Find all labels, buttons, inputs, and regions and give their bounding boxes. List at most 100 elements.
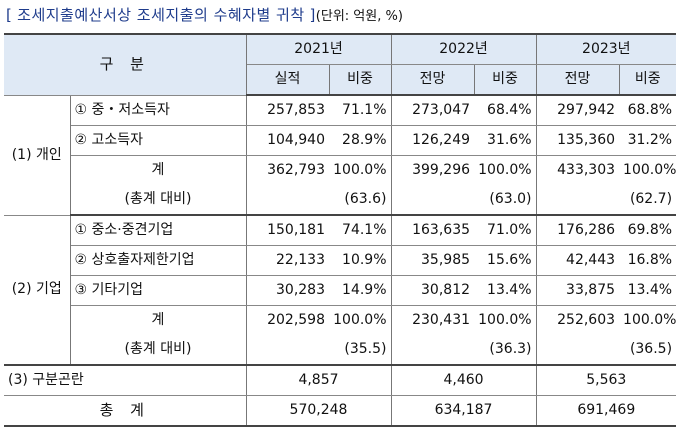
subtotal-label: 계 xyxy=(70,305,247,335)
row-marker: ① xyxy=(74,101,88,118)
header-row-years: 구 분 2021년 2022년 2023년 xyxy=(4,33,677,96)
table-cell: 68.4% xyxy=(474,95,537,126)
table-cell: 68.8% xyxy=(619,95,677,126)
ratio-label: (총계 대비) xyxy=(70,335,247,366)
subtotal-label: 계 xyxy=(70,155,247,185)
subtotal-row: 계 202,598 100.0% 230,431 100.0% 252,603 … xyxy=(4,305,677,335)
table-cell: 163,635 xyxy=(391,215,475,246)
table-cell: 42,443 xyxy=(536,245,620,276)
ratio-cell: (63.0) xyxy=(474,185,537,216)
title-open-bracket: [ xyxy=(6,6,13,24)
table-row: ② 고소득자 104,940 28.9% 126,249 31.6% 135,3… xyxy=(4,125,677,156)
table-cell: 13.4% xyxy=(474,275,537,306)
table-row: ② 상호출자제한기업 22,133 10.9% 35,985 15.6% 42,… xyxy=(4,245,677,276)
header-sub-share: 비중 xyxy=(474,64,537,96)
table-cell: 691,469 xyxy=(536,395,677,427)
subtotal-row: 계 362,793 100.0% 399,296 100.0% 433,303 … xyxy=(4,155,677,185)
table-cell: 74.1% xyxy=(329,215,392,246)
header-year-2022: 2022년 xyxy=(391,33,537,65)
table-cell: 150,181 xyxy=(246,215,329,246)
table-cell: 15.6% xyxy=(474,245,537,276)
ratio-row: (총계 대비) (35.5) (36.3) (36.5) xyxy=(4,335,677,366)
row-label: ② 상호출자제한기업 xyxy=(70,245,247,276)
ratio-cell: (36.3) xyxy=(474,335,537,366)
table-cell: 31.6% xyxy=(474,125,537,156)
section-label-business: (2) 기업 xyxy=(4,215,71,366)
table-cell: 257,853 xyxy=(246,95,329,126)
table-cell: 100.0% xyxy=(623,162,677,178)
row-marker: ② xyxy=(74,252,88,268)
header-year-2021: 2021년 xyxy=(246,33,392,65)
row-label-text: 중소·중견기업 xyxy=(91,222,174,238)
table-cell: 126,249 xyxy=(391,125,475,156)
table-cell: 4,460 xyxy=(391,365,537,396)
table-cell: 33,875 xyxy=(536,275,620,306)
row-marker: ③ xyxy=(74,282,88,298)
table-cell: 14.9% xyxy=(329,275,392,306)
row-label-text: 기타기업 xyxy=(91,282,144,298)
table-cell: 71.1% xyxy=(329,95,392,126)
row-label: ② 고소득자 xyxy=(70,125,247,156)
table-cell: 10.9% xyxy=(329,245,392,276)
row-label-text: 상호출자제한기업 xyxy=(91,252,195,268)
header-sub-actual: 실적 xyxy=(246,64,330,96)
unclassified-row: (3) 구분곤란 4,857 4,460 5,563 xyxy=(4,365,677,396)
table-cell: 5,563 xyxy=(536,365,677,396)
table-cell: 634,187 xyxy=(391,395,537,427)
table-title: [ 조세지출예산서상 조세지출의 수혜자별 귀착 ](단위: 억원, %) xyxy=(6,4,403,25)
header-sub-share: 비중 xyxy=(619,64,677,96)
table-row: (1) 개인 ① 중・저소득자 257,853 71.1% 273,047 68… xyxy=(4,95,677,216)
table-cell: 433,303 xyxy=(557,162,616,178)
table-cell: 100.0% xyxy=(329,305,392,335)
unclassified-label: (3) 구분곤란 xyxy=(4,365,247,396)
row-marker: ② xyxy=(74,132,88,148)
table-cell: 399,296 xyxy=(412,162,471,178)
table-cell: 362,793 xyxy=(267,162,325,178)
table-cell: 4,857 xyxy=(246,365,392,396)
unit-note: (단위: 억원, %) xyxy=(315,9,403,24)
table-cell: 252,603 xyxy=(557,312,616,328)
row-label-text: 고소득자 xyxy=(91,132,144,148)
row-label-text: 중・저소득자 xyxy=(91,101,170,118)
ratio-row: (총계 대비) (63.6) (63.0) (62.7) xyxy=(4,185,677,216)
table-cell: 30,812 xyxy=(391,275,475,306)
title-text: 조세지출예산서상 조세지출의 수혜자별 귀착 xyxy=(17,6,305,24)
section-label-individual: (1) 개인 xyxy=(4,95,71,216)
header-sub-forecast: 전망 xyxy=(536,64,620,96)
total-label: 총 계 xyxy=(4,395,247,427)
table-cell: 31.2% xyxy=(619,125,677,156)
table-row: ③ 기타기업 30,283 14.9% 30,812 13.4% 33,875 … xyxy=(4,275,677,306)
table-cell: 13.4% xyxy=(619,275,677,306)
row-label: ③ 기타기업 xyxy=(70,275,247,306)
table-cell: 35,985 xyxy=(391,245,475,276)
table-cell: 202,598 xyxy=(267,312,325,328)
table-cell: 273,047 xyxy=(391,95,475,126)
header-category: 구 분 xyxy=(4,33,247,96)
table-cell: 100.0% xyxy=(474,305,537,335)
row-label: ① 중소·중견기업 xyxy=(70,215,247,246)
table-cell: 22,133 xyxy=(246,245,329,276)
table-cell: 16.8% xyxy=(619,245,677,276)
table-cell: 104,940 xyxy=(246,125,329,156)
table-row: (2) 기업 ① 중소·중견기업 150,181 74.1% 163,635 7… xyxy=(4,215,677,366)
header-row-sub: 실적 비중 전망 비중 전망 비중 xyxy=(4,64,677,96)
total-row: 총 계 570,248 634,187 691,469 xyxy=(4,395,677,427)
ratio-cell: (62.7) xyxy=(619,185,677,216)
table-cell: 100.0% xyxy=(623,312,677,328)
row-label: ① 중・저소득자 xyxy=(70,95,247,126)
header-year-2023: 2023년 xyxy=(536,33,677,65)
table-cell: 570,248 xyxy=(246,395,392,427)
table-cell: 28.9% xyxy=(329,125,392,156)
row-marker: ① xyxy=(74,222,88,238)
table-cell: 100.0% xyxy=(474,155,537,185)
table-cell: 100.0% xyxy=(329,155,392,185)
table-cell: 135,360 xyxy=(536,125,620,156)
ratio-cell: (36.5) xyxy=(619,335,677,366)
header-sub-share: 비중 xyxy=(329,64,392,96)
ratio-cell: (63.6) xyxy=(329,185,392,216)
table-cell: 71.0% xyxy=(474,215,537,246)
table-cell: 230,431 xyxy=(412,312,471,328)
table-cell: 69.8% xyxy=(619,215,677,246)
ratio-cell: (35.5) xyxy=(329,335,392,366)
table-cell: 30,283 xyxy=(246,275,329,306)
